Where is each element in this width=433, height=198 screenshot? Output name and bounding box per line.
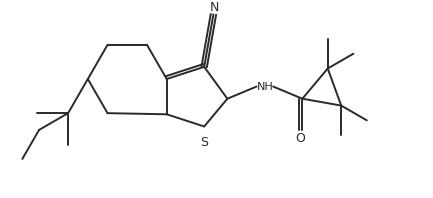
Text: NH: NH (256, 82, 273, 91)
Text: S: S (200, 136, 208, 149)
Text: O: O (295, 132, 305, 145)
Text: N: N (210, 1, 220, 14)
